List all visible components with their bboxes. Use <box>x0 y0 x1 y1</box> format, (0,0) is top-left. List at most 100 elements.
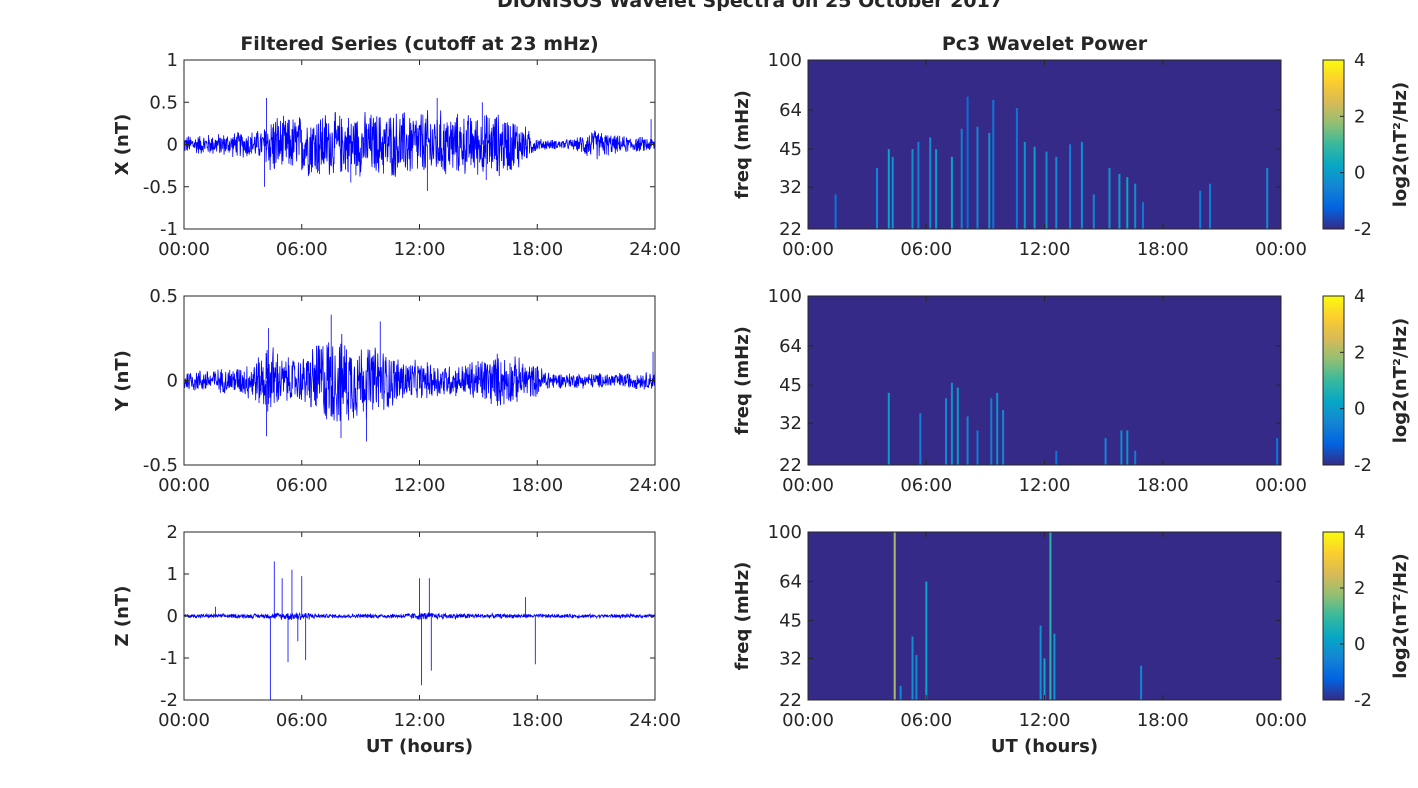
x-series-ytick-label-1: 0.5 <box>149 92 178 113</box>
x-power-streak-5 <box>917 141 920 229</box>
y-series-xtick-label-3: 18:00 <box>511 475 563 496</box>
x-power-xtick-label-4: 00:00 <box>1255 239 1307 260</box>
x-power-xtick-label-0: 00:00 <box>782 239 834 260</box>
x-series-xtick-label-0: 00:00 <box>158 239 210 260</box>
x-power-streak-16 <box>1033 146 1036 229</box>
x-power-streak-20 <box>1080 141 1083 229</box>
z-power-cbar-label: log2(nT²/Hz) <box>1390 553 1411 679</box>
y-series-xtick-label-0: 00:00 <box>158 475 210 496</box>
x-power-streak-7 <box>935 149 938 229</box>
x-power-ytick-label-1: 64 <box>779 100 802 121</box>
x-power-streak-26 <box>1142 202 1144 229</box>
z-power-xtick-label-1: 06:00 <box>900 710 952 731</box>
y-power-streak-6 <box>976 430 979 465</box>
x-series-title: Filtered Series (cutoff at 23 mHz) <box>240 33 598 55</box>
x-power-streak-23 <box>1118 174 1121 229</box>
y-power-streak-2 <box>945 398 947 465</box>
y-power-streak-12 <box>1120 430 1123 465</box>
x-power-colorbar <box>1322 59 1345 230</box>
y-power-streak-7 <box>990 398 993 465</box>
x-power-plot-area <box>808 60 1281 229</box>
x-power-xtick-label-3: 18:00 <box>1137 239 1189 260</box>
y-power-streak-1 <box>919 413 922 465</box>
x-power-ytick-label-3: 32 <box>779 177 802 198</box>
y-power-streak-8 <box>996 392 999 465</box>
y-power-streak-10 <box>1055 450 1058 465</box>
z-series-xtick-label-0: 00:00 <box>158 710 210 731</box>
y-power-streak-13 <box>1126 430 1129 465</box>
x-power-streak-9 <box>960 128 963 229</box>
y-power-streak-4 <box>956 387 959 465</box>
y-power-ytick-label-3: 32 <box>779 413 802 434</box>
y-power-ytick-label-1: 64 <box>779 336 802 357</box>
z-power-xtick-label-3: 18:00 <box>1137 710 1189 731</box>
z-series-xlabel: UT (hours) <box>366 736 473 757</box>
x-power-streak-3 <box>891 156 894 229</box>
x-power-streak-25 <box>1134 183 1137 229</box>
x-power-cbar-tick-label-2: 0 <box>1354 163 1365 184</box>
x-series-xtick-label-1: 06:00 <box>276 239 328 260</box>
y-power-ytick-label-0: 100 <box>768 286 802 307</box>
x-power-title: Pc3 Wavelet Power <box>942 33 1148 55</box>
y-power-streak-0 <box>887 392 890 465</box>
x-power-ytick-label-4: 22 <box>779 219 802 240</box>
z-power-streak-2 <box>911 636 914 700</box>
y-power-ylabel: freq (mHz) <box>732 326 753 435</box>
x-power-streak-4 <box>911 149 914 229</box>
x-power-cbar-tick-label-1: 2 <box>1354 106 1365 127</box>
x-power-streak-8 <box>950 156 953 229</box>
x-power-streak-14 <box>1015 108 1018 229</box>
z-power-streak-6 <box>1043 658 1046 700</box>
y-power-cbar-label: log2(nT²/Hz) <box>1390 318 1411 444</box>
y-power-cbar-tick-label-0: 4 <box>1354 286 1365 307</box>
x-power-streak-15 <box>1023 141 1026 229</box>
x-power-streak-21 <box>1092 194 1095 229</box>
y-power-streak-9 <box>1002 410 1005 465</box>
y-series-xtick-label-2: 12:00 <box>394 475 446 496</box>
z-series-panel: 2 1 0 -1 -200:00 06:00 12:00 18:00 24:00 UT (hour… <box>112 522 681 757</box>
y-power-cbar-tick-label-3: -2 <box>1354 455 1372 476</box>
y-power-xtick-label-4: 00:00 <box>1255 475 1307 496</box>
y-power-colorbar <box>1322 295 1345 466</box>
z-power-ytick-label-1: 64 <box>779 572 802 593</box>
z-series-ytick-label-2: 0 <box>167 606 178 627</box>
z-series-ytick-label-4: -2 <box>160 690 178 711</box>
z-power-cbar-tick-label-1: 2 <box>1354 578 1365 599</box>
x-series-ytick-label-4: -1 <box>160 219 178 240</box>
z-power-streak-4 <box>925 581 928 700</box>
x-power-streak-17 <box>1045 151 1048 229</box>
y-power-streak-5 <box>966 416 969 465</box>
x-power-streak-29 <box>1266 168 1269 229</box>
z-power-streak-5 <box>1039 625 1042 700</box>
y-series-xtick-label-4: 24:00 <box>629 475 681 496</box>
y-power-streak-14 <box>1134 450 1137 465</box>
y-power-xtick-label-1: 06:00 <box>900 475 952 496</box>
z-power-xtick-label-2: 12:00 <box>1019 710 1071 731</box>
x-power-cbar-tick-label-3: -2 <box>1354 219 1372 240</box>
z-series-xtick-label-3: 18:00 <box>511 710 563 731</box>
y-series-ylabel: Y (nT) <box>112 350 133 412</box>
x-power-streak-19 <box>1069 144 1072 229</box>
x-power-streak-12 <box>988 133 991 229</box>
z-series-ytick-label-1: 1 <box>167 564 178 585</box>
z-power-streak-0 <box>893 532 896 700</box>
z-power-ytick-label-2: 45 <box>779 611 802 632</box>
z-power-ytick-label-0: 100 <box>768 522 802 543</box>
z-power-ytick-label-3: 32 <box>779 648 802 669</box>
z-power-colorbar <box>1322 531 1345 701</box>
x-power-streak-2 <box>887 149 890 229</box>
z-series-ytick-label-3: -1 <box>160 648 178 669</box>
x-power-cbar-tick-label-0: 4 <box>1354 50 1365 71</box>
x-series-xtick-label-4: 24:00 <box>629 239 681 260</box>
z-power-cbar-tick-label-3: -2 <box>1354 690 1372 711</box>
z-power-ylabel: freq (mHz) <box>732 562 753 671</box>
y-series-xtick-label-1: 06:00 <box>276 475 328 496</box>
x-series-ylabel: X (nT) <box>112 114 133 176</box>
z-series-xtick-label-1: 06:00 <box>276 710 328 731</box>
y-power-xtick-label-3: 18:00 <box>1137 475 1189 496</box>
y-series-ytick-label-1: 0 <box>167 371 178 392</box>
x-series-panel: 1 0.5 0 -0.5 -100:00 06:00 12:00 18:00 24:00 Filt… <box>112 33 681 260</box>
z-power-streak-3 <box>915 655 918 700</box>
figure-title: DIONISOS Wavelet Spectra on 25 October 2… <box>497 0 1003 12</box>
x-power-ylabel: freq (mHz) <box>732 90 753 199</box>
